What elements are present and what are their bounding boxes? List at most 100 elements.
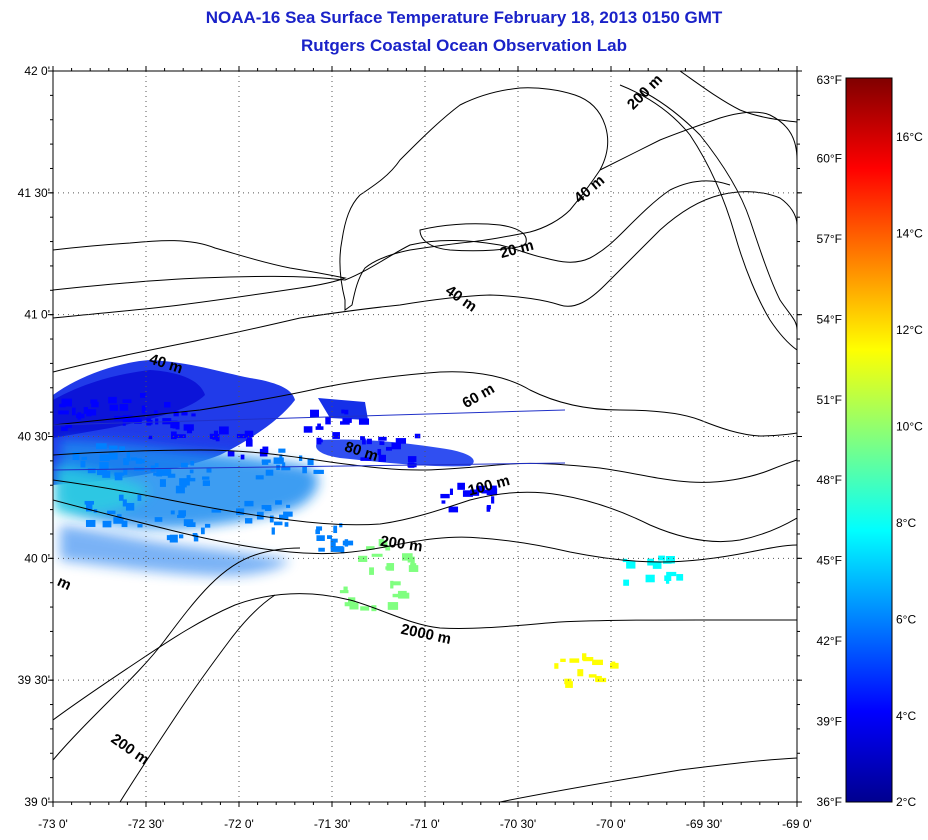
sst-pixel xyxy=(173,410,179,417)
sst-pixel xyxy=(121,520,128,528)
sst-pixel xyxy=(676,574,684,581)
sst-pixel xyxy=(153,472,160,476)
sst-pixel xyxy=(164,402,171,408)
sst-pixel xyxy=(316,526,323,531)
sst-pixel xyxy=(286,504,291,508)
sst-pixel xyxy=(486,505,491,510)
coastline-cape-cod xyxy=(599,111,797,171)
sst-pixel xyxy=(398,592,410,599)
sst-pixel xyxy=(245,439,253,447)
sst-pixel xyxy=(341,409,345,414)
sst-pixel xyxy=(278,448,286,453)
colorbar-c-label: 10°C xyxy=(896,420,923,434)
sst-pixel xyxy=(440,493,450,499)
sst-pixel xyxy=(360,606,370,611)
lon-tick-label: -71 30' xyxy=(314,817,350,831)
sst-pixel xyxy=(327,535,333,539)
colorbar-f-label: 39°F xyxy=(817,715,842,729)
sst-pixel xyxy=(378,539,384,547)
sst-pixel xyxy=(383,540,388,549)
sst-pixel xyxy=(85,519,96,527)
sst-pixel xyxy=(87,468,96,474)
sst-pixel xyxy=(333,525,338,534)
sst-pixel xyxy=(159,479,166,487)
colorbar-scale xyxy=(845,77,893,803)
sst-pixel xyxy=(102,470,111,478)
coastline-long-island xyxy=(53,240,347,319)
sst-pixel xyxy=(378,454,386,462)
sst-pixel xyxy=(310,409,319,418)
bathymetry-contours xyxy=(53,71,797,802)
sst-pixel xyxy=(83,407,88,414)
sst-pixel xyxy=(170,431,177,440)
colorbar-f-label: 48°F xyxy=(817,473,842,487)
colorbar-c-label: 2°C xyxy=(896,795,916,809)
sst-pixel xyxy=(379,441,385,446)
sst-pixel xyxy=(123,461,129,466)
sst-pixel xyxy=(191,413,196,417)
sst-pixel xyxy=(652,561,662,569)
sst-pixel xyxy=(577,669,584,677)
sst-pixel xyxy=(154,463,159,468)
sst-pixel xyxy=(358,418,370,425)
sst-pixel xyxy=(316,437,322,445)
sst-pixel xyxy=(408,565,419,572)
sst-pixel xyxy=(462,490,473,497)
sst-pixel xyxy=(340,547,345,554)
sst-pixel xyxy=(318,547,325,552)
sst-pixel xyxy=(178,534,184,539)
sst-pixel xyxy=(469,489,480,496)
colorbar-c-label: 12°C xyxy=(896,323,923,337)
sst-pixel xyxy=(330,538,338,543)
sst-pixel xyxy=(154,410,158,414)
sst-pixel xyxy=(206,468,212,473)
sst-pixel xyxy=(186,475,191,481)
colorbar-f-label: 36°F xyxy=(817,795,842,809)
sst-pixel xyxy=(303,426,313,433)
colorbar-c-label: 16°C xyxy=(896,130,923,144)
sst-pixel xyxy=(99,462,109,470)
sst-pixel xyxy=(275,500,282,505)
sst-pixel xyxy=(362,438,366,445)
sst-patch-north-strip xyxy=(318,398,368,420)
lat-tick-label: 42 0' xyxy=(24,64,50,78)
contour-2000m xyxy=(53,593,797,721)
sst-pixel xyxy=(377,448,382,456)
sst-pixel xyxy=(200,527,205,535)
sst-pixel xyxy=(330,548,341,552)
sst-pixel xyxy=(122,399,132,404)
sst-pixel xyxy=(391,442,401,450)
latitude-labels: 42 0' 41 30' 41 0' 40 30' 40 0' 39 30' 39 0' xyxy=(18,64,50,809)
contour-deep-south xyxy=(119,594,276,802)
colorbar-f-label: 42°F xyxy=(817,634,842,648)
sst-pixel xyxy=(190,461,195,466)
sst-pixel xyxy=(395,438,407,444)
sst-pixel xyxy=(76,413,85,419)
sst-pixel xyxy=(283,511,293,517)
sst-pixel xyxy=(261,460,269,465)
sst-patch-shelf-break xyxy=(316,439,474,467)
sst-pixel xyxy=(213,430,219,436)
sst-pixel xyxy=(378,436,387,441)
sst-pixel xyxy=(560,658,566,662)
sst-pixel xyxy=(227,450,235,457)
sst-pixel xyxy=(302,466,307,474)
lon-tick-label: -72 30' xyxy=(128,817,164,831)
sst-pixel xyxy=(343,586,348,593)
sst-patch-south-scatter xyxy=(60,525,290,576)
sst-pixel xyxy=(169,534,178,543)
sst-pixel xyxy=(658,555,665,561)
sst-pixel xyxy=(307,458,314,466)
sst-pixel xyxy=(339,590,349,594)
sst-pixel xyxy=(99,454,110,461)
lon-tick-label: -73 0' xyxy=(38,817,68,831)
coastline-ri xyxy=(339,87,609,311)
sst-pixel xyxy=(137,524,143,528)
sst-pixel xyxy=(360,457,372,461)
sst-pixel xyxy=(215,436,220,442)
sst-pixel xyxy=(273,457,284,464)
map-title: NOAA-16 Sea Surface Temperature February… xyxy=(205,8,723,27)
sst-pixel xyxy=(189,469,194,474)
lat-tick-label: 39 30' xyxy=(18,673,50,687)
sst-pixel xyxy=(154,517,163,522)
